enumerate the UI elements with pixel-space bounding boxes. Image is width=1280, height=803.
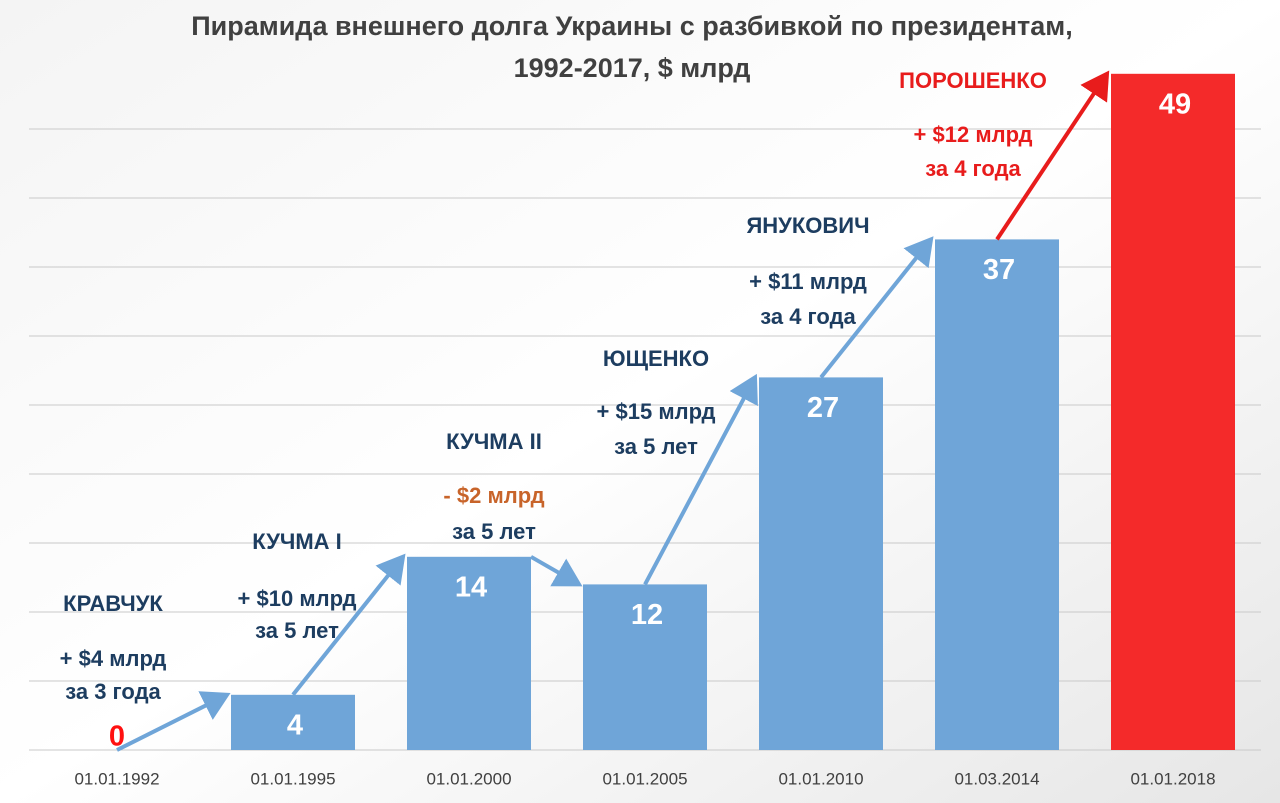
president-label: ЮЩЕНКО	[603, 346, 709, 371]
duration-label: за 5 лет	[255, 618, 339, 643]
chart-title: 1992-2017, $ млрд	[514, 53, 751, 83]
value-label: 14	[455, 571, 487, 603]
chart-title: Пирамида внешнего долга Украины с разбив…	[191, 11, 1073, 41]
arrow	[530, 555, 583, 587]
president-label: КУЧМА I	[252, 529, 342, 554]
president-label: КУЧМА II	[446, 429, 542, 454]
arrow	[819, 236, 934, 379]
value-label: 49	[1159, 88, 1191, 120]
change-label: + $10 млрд	[238, 586, 357, 611]
bar	[407, 556, 531, 750]
x-tick-label: 01.01.2018	[1130, 769, 1215, 788]
value-label: 27	[807, 392, 839, 424]
value-label: 0	[109, 721, 125, 753]
arrow	[643, 373, 758, 586]
duration-label: за 4 года	[925, 156, 1021, 181]
bar	[935, 239, 1059, 750]
duration-label: за 4 года	[760, 304, 856, 329]
duration-label: за 5 лет	[614, 434, 698, 459]
president-label: ЯНУКОВИЧ	[746, 213, 869, 238]
bar	[583, 584, 707, 750]
arrow	[291, 553, 406, 697]
x-tick-label: 01.01.2010	[778, 769, 863, 788]
x-tick-label: 01.01.1995	[250, 769, 335, 788]
x-tick-label: 01.01.2000	[426, 769, 511, 788]
bar	[1111, 73, 1235, 751]
bar	[231, 694, 355, 750]
president-label: КРАВЧУК	[63, 591, 163, 616]
duration-label: за 5 лет	[452, 519, 536, 544]
change-label: - $2 млрд	[443, 483, 544, 508]
bar	[759, 377, 883, 750]
duration-label: за 3 года	[65, 679, 161, 704]
x-tick-label: 01.01.1992	[74, 769, 159, 788]
value-label: 4	[287, 709, 303, 741]
value-label: 12	[631, 599, 663, 631]
change-label: + $4 млрд	[60, 646, 167, 671]
arrow	[995, 70, 1110, 241]
president-label: ПОРОШЕНКО	[899, 68, 1047, 93]
value-label: 37	[983, 254, 1015, 286]
change-label: + $15 млрд	[597, 399, 716, 424]
change-label: + $12 млрд	[914, 122, 1033, 147]
arrow	[116, 691, 231, 752]
x-tick-label: 01.03.2014	[954, 769, 1039, 788]
change-label: + $11 млрд	[749, 269, 867, 294]
x-tick-label: 01.01.2005	[602, 769, 687, 788]
